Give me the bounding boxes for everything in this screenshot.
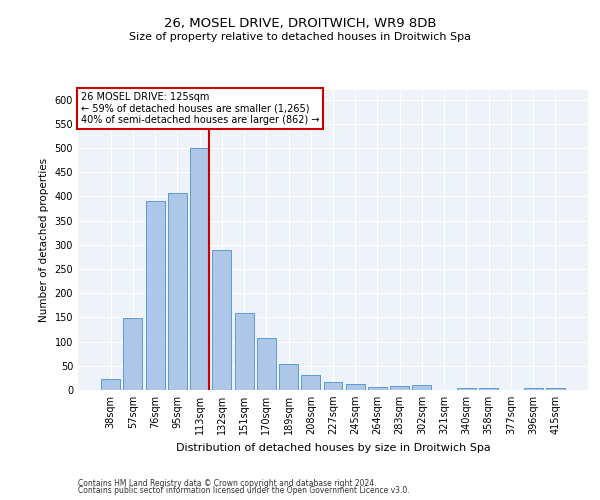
Bar: [546, 388, 565, 390]
Bar: [412, 385, 431, 390]
Bar: [124, 318, 142, 390]
Bar: [257, 338, 276, 390]
Bar: [168, 192, 187, 390]
Bar: [146, 202, 164, 390]
Text: Size of property relative to detached houses in Droitwich Spa: Size of property relative to detached ho…: [129, 32, 471, 42]
Text: Contains HM Land Registry data © Crown copyright and database right 2024.: Contains HM Land Registry data © Crown c…: [78, 478, 377, 488]
Text: 26 MOSEL DRIVE: 125sqm
← 59% of detached houses are smaller (1,265)
40% of semi-: 26 MOSEL DRIVE: 125sqm ← 59% of detached…: [80, 92, 319, 124]
Bar: [346, 384, 365, 390]
Bar: [524, 388, 542, 390]
Bar: [390, 386, 409, 390]
Bar: [323, 382, 343, 390]
Bar: [479, 388, 498, 390]
Bar: [212, 250, 231, 390]
Bar: [279, 364, 298, 390]
Bar: [101, 379, 120, 390]
Y-axis label: Number of detached properties: Number of detached properties: [39, 158, 49, 322]
Bar: [301, 376, 320, 390]
X-axis label: Distribution of detached houses by size in Droitwich Spa: Distribution of detached houses by size …: [176, 442, 490, 452]
Text: 26, MOSEL DRIVE, DROITWICH, WR9 8DB: 26, MOSEL DRIVE, DROITWICH, WR9 8DB: [164, 18, 436, 30]
Bar: [457, 388, 476, 390]
Bar: [190, 148, 209, 390]
Text: Contains public sector information licensed under the Open Government Licence v3: Contains public sector information licen…: [78, 486, 410, 495]
Bar: [235, 313, 254, 390]
Bar: [368, 387, 387, 390]
